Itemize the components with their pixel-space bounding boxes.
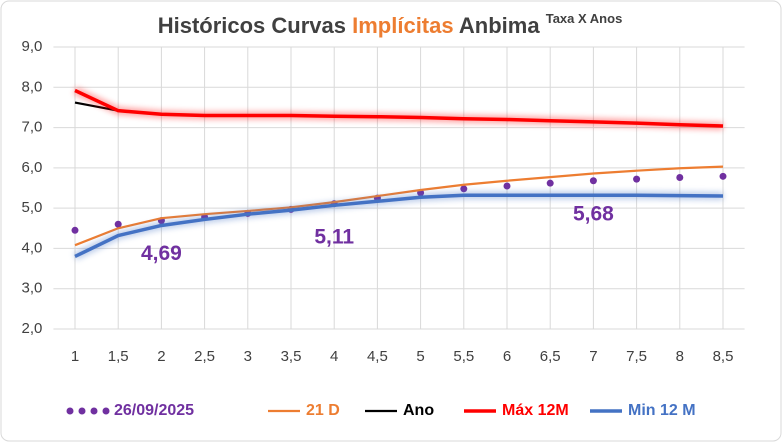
x-tick-label: 7,5 bbox=[626, 348, 647, 365]
series-line bbox=[74, 165, 724, 247]
data-point bbox=[589, 177, 597, 185]
legend-marker bbox=[66, 407, 74, 415]
data-label: 5,11 bbox=[314, 225, 354, 248]
series-line bbox=[74, 88, 724, 128]
y-tick-label: 3,0 bbox=[22, 280, 43, 297]
legend-label: 21 D bbox=[306, 402, 340, 419]
title-part: Anbima bbox=[459, 13, 540, 38]
y-tick-label: 5,0 bbox=[22, 199, 43, 216]
chart-title: Históricos Curvas Implícitas Anbima Taxa… bbox=[158, 11, 623, 37]
legend-marker bbox=[78, 407, 86, 415]
legend-label: Máx 12M bbox=[502, 402, 569, 419]
y-tick-label: 8,0 bbox=[22, 78, 43, 95]
y-tick-label: 7,0 bbox=[22, 119, 43, 136]
x-tick-label: 4,5 bbox=[367, 348, 388, 365]
legend-marker bbox=[102, 407, 110, 415]
y-tick-label: 9,0 bbox=[22, 38, 43, 55]
legend-label: 26/09/2025 bbox=[114, 402, 194, 419]
subtitle: Taxa X Anos bbox=[546, 11, 623, 26]
y-tick-label: 6,0 bbox=[22, 159, 43, 176]
data-point bbox=[546, 179, 554, 187]
y-tick-label: 2,0 bbox=[22, 320, 43, 337]
y-tick-label: 4,0 bbox=[22, 239, 43, 256]
data-point bbox=[114, 220, 122, 228]
x-tick-label: 3,5 bbox=[281, 348, 302, 365]
data-point bbox=[719, 172, 727, 180]
data-label: 5,68 bbox=[573, 202, 614, 225]
x-tick-label: 5,5 bbox=[453, 348, 474, 365]
data-point bbox=[676, 174, 684, 182]
x-tick-label: 2,5 bbox=[194, 348, 215, 365]
x-tick-label: 1,5 bbox=[108, 348, 129, 365]
data-label: 4,69 bbox=[141, 242, 182, 265]
title-highlight: Implícitas bbox=[352, 13, 453, 38]
x-tick-label: 7 bbox=[589, 348, 597, 365]
x-tick-label: 5 bbox=[416, 348, 424, 365]
x-tick-label: 6 bbox=[503, 348, 511, 365]
data-point bbox=[633, 175, 641, 183]
data-point bbox=[71, 226, 79, 234]
x-tick-label: 8,5 bbox=[713, 348, 734, 365]
legend-label: Min 12 M bbox=[628, 402, 696, 419]
legend-label: Ano bbox=[403, 402, 434, 419]
legend-marker bbox=[90, 407, 98, 415]
x-tick-label: 6,5 bbox=[540, 348, 561, 365]
x-tick-label: 3 bbox=[244, 348, 252, 365]
data-point bbox=[460, 185, 468, 193]
x-tick-label: 4 bbox=[330, 348, 338, 365]
data-point bbox=[503, 182, 511, 190]
series-line bbox=[74, 193, 724, 259]
x-tick-label: 2 bbox=[157, 348, 165, 365]
title-part: Históricos Curvas bbox=[158, 13, 346, 38]
x-tick-label: 8 bbox=[676, 348, 684, 365]
x-tick-label: 1 bbox=[71, 348, 79, 365]
